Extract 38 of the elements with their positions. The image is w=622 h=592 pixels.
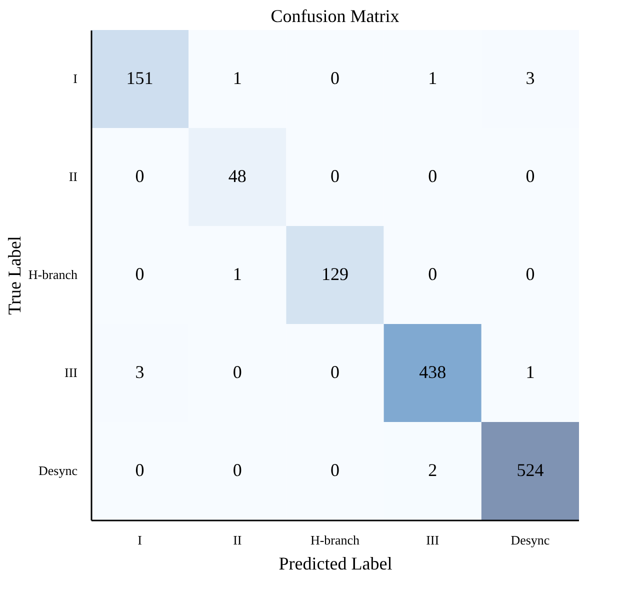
data-label: 0 (135, 460, 144, 480)
x-tick-label: III (426, 532, 440, 548)
data-label: 1 (526, 362, 535, 382)
x-axis-title: Predicted Label (278, 554, 392, 574)
data-label: 151 (126, 68, 154, 88)
data-label: 3 (526, 68, 535, 88)
y-tick-label: I (73, 71, 78, 86)
x-tick-label: II (233, 532, 242, 548)
data-label: 0 (526, 166, 535, 186)
data-label: 1 (428, 68, 438, 88)
data-label: 0 (232, 362, 242, 382)
y-tick-label: Desync (38, 463, 78, 478)
data-label: 0 (428, 166, 438, 186)
x-tick-label: I (138, 532, 142, 548)
data-label: 3 (135, 362, 144, 382)
data-label: 1 (232, 264, 242, 284)
data-label: 438 (419, 362, 446, 382)
data-label: 48 (228, 166, 246, 186)
y-tick-label: H-branch (28, 267, 78, 282)
data-label: 0 (428, 264, 438, 284)
data-label: 0 (330, 166, 340, 186)
x-tick-label: Desync (510, 532, 550, 548)
y-tick-label: III (64, 365, 78, 380)
x-tick-label: H-branch (310, 532, 360, 548)
data-label: 0 (232, 460, 242, 480)
data-label: 1 (232, 68, 242, 88)
y-axis-title: True Label (4, 236, 24, 315)
data-label: 2 (428, 460, 438, 480)
data-label: 129 (322, 264, 348, 284)
data-label: 0 (526, 264, 535, 284)
data-label: 0 (135, 166, 144, 186)
data-label: 0 (330, 460, 340, 480)
data-label: 524 (516, 460, 544, 480)
data-label: 0 (135, 264, 144, 284)
data-label: 0 (330, 68, 340, 88)
data-label: 0 (330, 362, 340, 382)
chart-title: Confusion Matrix (270, 6, 400, 26)
y-tick-label: II (68, 169, 78, 184)
